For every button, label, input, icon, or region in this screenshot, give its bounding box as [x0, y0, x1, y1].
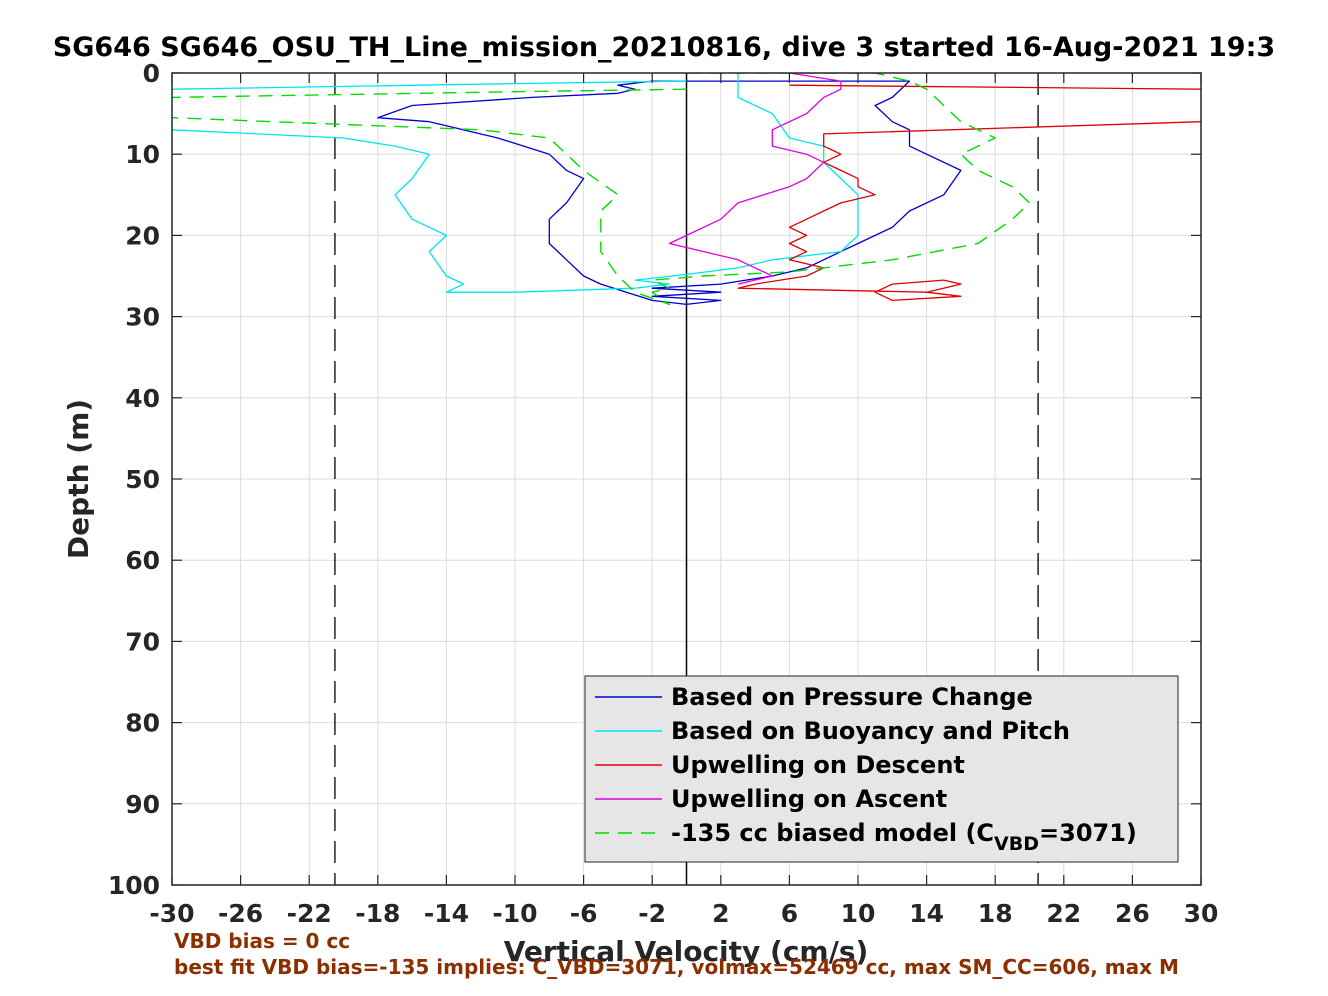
y-tick-label-4: 40 [125, 384, 160, 413]
x-tick-label-5: -10 [492, 899, 537, 928]
series-group [172, 73, 1201, 306]
legend-label-4: -135 cc biased model (CVBD=3071) [671, 819, 1137, 855]
note-best-fit: best fit VBD bias=-135 implies: C_VBD=30… [174, 955, 1179, 979]
legend: Based on Pressure Change Based on Buoyanc… [584, 675, 1179, 863]
legend-label-suffix: =3071) [1039, 819, 1137, 847]
y-axis-label: Depth (m) [62, 399, 95, 559]
y-tick-label-7: 70 [125, 627, 160, 656]
series-line-7 [172, 88, 687, 99]
y-tick-label-3: 30 [125, 303, 160, 332]
legend-label-1: Based on Buoyancy and Pitch [671, 717, 1070, 745]
x-tick-label-7: -2 [638, 899, 666, 928]
chart-title: SG646 SG646_OSU_TH_Line_mission_20210816… [53, 32, 1275, 63]
x-tick-label-2: -22 [287, 899, 332, 928]
tick-labels: -30 -26 -22 -18 -14 -10 -6 -2 2 6 10 14 18 22 26 300102… [108, 59, 1219, 928]
legend-box [584, 675, 1179, 863]
tick-group [171, 72, 1202, 886]
legend-label-subscript: VBD [994, 833, 1039, 855]
y-tick-label-8: 80 [125, 709, 160, 738]
series-line-3 [789, 84, 1201, 90]
x-tick-label-10: 10 [841, 899, 876, 928]
y-tick-label-1: 10 [125, 140, 160, 169]
x-tick-label-1: -26 [218, 899, 263, 928]
x-tick-label-9: 6 [781, 899, 798, 928]
series-line-2 [172, 80, 687, 90]
series-line-6 [172, 73, 1031, 306]
note-vbd-bias: VBD bias = 0 cc [174, 929, 350, 953]
x-tick-label-3: -18 [355, 899, 400, 928]
x-tick-label-8: 2 [712, 899, 729, 928]
x-axis-label: Vertical Velocity (cm/s) [504, 935, 869, 968]
x-tick-label-15: 30 [1184, 899, 1219, 928]
legend-label-2: Upwelling on Descent [671, 751, 965, 779]
x-tick-label-13: 22 [1046, 899, 1081, 928]
legend-label-0: Based on Pressure Change [671, 683, 1033, 711]
series-line-0 [377, 80, 962, 306]
y-tick-label-0: 0 [143, 59, 160, 88]
legend-label-3: Upwelling on Ascent [671, 785, 947, 813]
series-line-5 [668, 73, 842, 285]
x-tick-label-14: 26 [1115, 899, 1150, 928]
x-tick-label-11: 14 [909, 899, 944, 928]
x-tick-label-6: -6 [570, 899, 598, 928]
y-tick-label-2: 20 [125, 221, 160, 250]
y-tick-label-5: 50 [125, 465, 160, 494]
y-tick-label-6: 60 [125, 546, 160, 575]
x-tick-label-4: -14 [424, 899, 469, 928]
legend-label-prefix: -135 cc biased model (C [671, 819, 994, 847]
series-line-4 [737, 121, 1201, 302]
y-tick-label-10: 100 [108, 871, 160, 900]
x-tick-label-0: -30 [149, 899, 194, 928]
x-tick-label-12: 18 [978, 899, 1013, 928]
y-tick-label-9: 90 [125, 790, 160, 819]
series-line-1 [172, 73, 859, 293]
